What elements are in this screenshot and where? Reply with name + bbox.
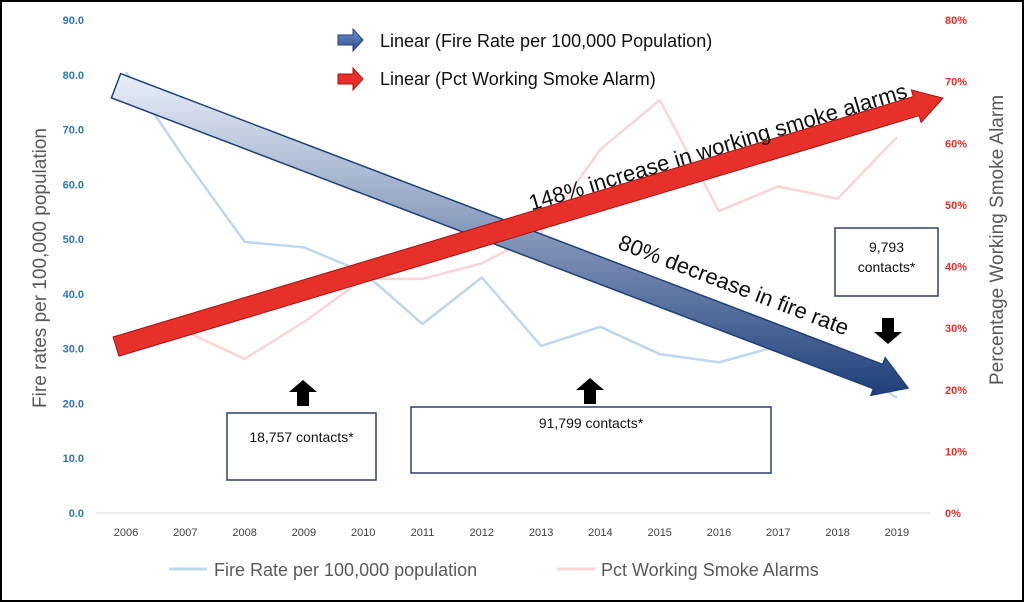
left-tick-label: 80.0 <box>63 70 84 82</box>
contact-box-3 <box>834 227 939 297</box>
right-axis-ticks: 0% 10% 20% 30% 40% 50% 60% 70% 80% <box>945 15 967 520</box>
right-tick-label: 10% <box>945 446 967 458</box>
up-arrow-icon <box>576 378 604 404</box>
x-tick-label: 2018 <box>825 527 849 539</box>
x-tick-label: 2012 <box>470 527 494 539</box>
x-tick-label: 2011 <box>411 527 435 539</box>
contact-box-2 <box>410 406 772 474</box>
x-axis-ticks: 2006 2007 2008 2009 2010 2011 2012 2013 2014 2015… <box>114 527 909 539</box>
right-tick-label: 60% <box>945 138 967 150</box>
left-axis-title: Fire rates per 100,000 population <box>30 128 51 408</box>
x-tick-label: 2010 <box>351 527 375 539</box>
x-tick-label: 2015 <box>647 527 671 539</box>
contact-boxes: 18,757 contacts* 91,799 contacts* 9,793 con… <box>226 227 939 481</box>
x-tick-label: 2019 <box>885 527 909 539</box>
left-tick-label: 40.0 <box>63 289 84 301</box>
contact-box-label: 18,757 contacts* <box>249 429 354 445</box>
x-tick-label: 2016 <box>707 527 731 539</box>
up-arrow-icon <box>289 380 317 406</box>
right-tick-label: 30% <box>945 323 967 335</box>
left-axis-ticks: 0.0 10.0 20.0 30.0 40.0 50.0 60.0 70.0 80.0 90.0 <box>63 15 84 520</box>
down-arrow-icon <box>874 318 902 344</box>
right-tick-label: 40% <box>945 262 967 274</box>
trend-legend-label-1: Linear (Fire Rate per 100,000 Population… <box>380 31 712 51</box>
left-tick-label: 0.0 <box>69 508 84 520</box>
trendline-legend: Linear (Fire Rate per 100,000 Population… <box>337 27 712 92</box>
right-tick-label: 20% <box>945 385 967 397</box>
x-tick-label: 2006 <box>114 527 138 539</box>
contact-box-label: contacts* <box>858 259 916 275</box>
contact-box-1 <box>226 412 377 481</box>
left-tick-label: 20.0 <box>63 398 84 410</box>
left-tick-label: 50.0 <box>63 234 84 246</box>
right-tick-label: 80% <box>945 15 967 27</box>
right-tick-label: 50% <box>945 200 967 212</box>
x-tick-label: 2017 <box>766 527 790 539</box>
x-tick-label: 2008 <box>232 527 256 539</box>
contact-box-label: 9,793 <box>869 239 904 255</box>
right-tick-label: 70% <box>945 77 967 89</box>
series-legend: Fire Rate per 100,000 population Pct Work… <box>169 560 819 580</box>
left-tick-label: 70.0 <box>63 125 84 137</box>
legend-label-2: Pct Working Smoke Alarms <box>601 560 819 580</box>
right-axis-title: Percentage Working Smoke Alarm <box>987 95 1008 385</box>
left-tick-label: 10.0 <box>63 453 84 465</box>
contact-box-label: 91,799 contacts* <box>539 415 644 431</box>
contact-arrows <box>289 318 902 406</box>
x-tick-label: 2009 <box>292 527 316 539</box>
left-tick-label: 90.0 <box>63 15 84 27</box>
left-tick-label: 30.0 <box>63 344 84 356</box>
right-tick-label: 0% <box>945 508 961 520</box>
legend-blue-arrow-icon <box>337 27 364 53</box>
trendline-arrows <box>110 72 944 397</box>
legend-red-arrow-icon <box>337 66 364 92</box>
x-tick-label: 2014 <box>588 527 612 539</box>
trend-legend-label-2: Linear (Pct Working Smoke Alarm) <box>380 69 656 89</box>
smoke-alarm-trend-arrow <box>112 89 944 357</box>
legend-label-1: Fire Rate per 100,000 population <box>214 560 477 580</box>
left-tick-label: 60.0 <box>63 179 84 191</box>
x-tick-label: 2007 <box>173 527 197 539</box>
x-tick-label: 2013 <box>529 527 553 539</box>
